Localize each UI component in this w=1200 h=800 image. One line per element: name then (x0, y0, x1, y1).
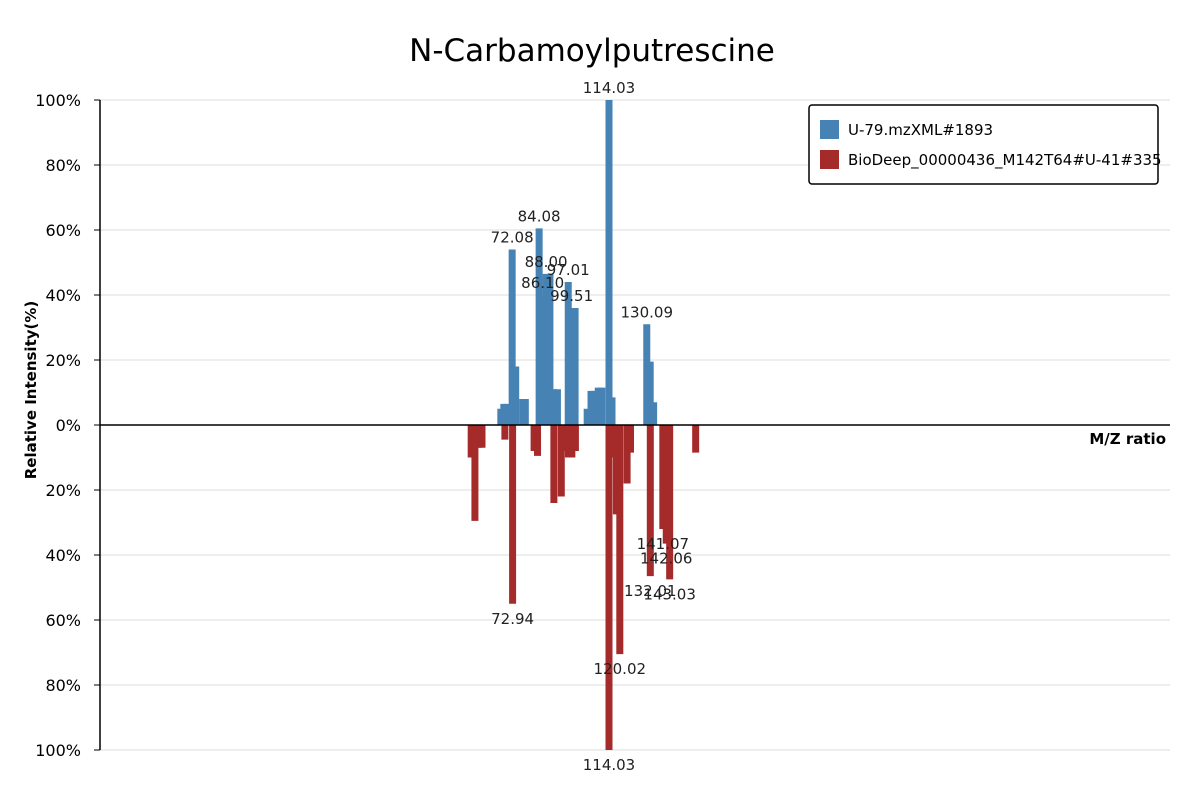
reference-peak-bar (550, 425, 558, 503)
query-peak-label: 72.08 (491, 229, 534, 247)
axes (99, 100, 1170, 750)
query-peak-bar (512, 366, 520, 425)
query-peak-label: 84.08 (518, 207, 561, 225)
reference-peak-bar (616, 425, 624, 655)
legend-box (808, 104, 1159, 185)
query-peak-label: 86.10 (521, 274, 564, 292)
grid-lines (100, 99, 1170, 751)
y-tick-label: 100% (35, 91, 81, 110)
y-tick-label: 60% (45, 611, 81, 630)
query-peak-label: 114.03 (583, 79, 636, 97)
legend-entry-reference: BioDeep_00000436_M142T64#U-41#335 (848, 151, 1162, 170)
y-tick-label: 80% (45, 676, 81, 695)
query-peak-bar (608, 397, 616, 425)
query-peak-bar (550, 389, 558, 425)
query-peak-bar (546, 273, 554, 425)
reference-peak-bar (474, 425, 482, 448)
query-peak-bar (646, 361, 654, 425)
query-peak-label: 99.51 (550, 287, 593, 305)
reference-peak-bar (666, 425, 674, 580)
reference-peak-bar (568, 425, 576, 458)
query-peak-bar (650, 402, 658, 425)
query-peak-label: 97.01 (547, 261, 590, 279)
reference-peak-label: 141.07 (637, 535, 690, 553)
y-tick-label: 40% (45, 286, 81, 305)
query-peak-bar (521, 399, 529, 425)
y-axis-label: Relative Intensity(%) (22, 301, 40, 480)
reference-peak-bar (609, 425, 617, 458)
reference-peak-bar (605, 425, 613, 750)
y-axis-ticks: 100% 80% 60% 40% 20% 0% 20% 40% 60% 80% 100% (35, 91, 100, 760)
query-peak-bar (542, 273, 550, 425)
reference-peak-label: 142.06 (640, 550, 693, 568)
y-tick-label: 20% (45, 351, 81, 370)
reference-peak-bar (534, 425, 542, 456)
query-peak-bar (598, 387, 606, 425)
reference-peak-bar (509, 425, 517, 604)
reference-peak-bar (646, 425, 654, 577)
query-peak-label: 130.09 (621, 303, 674, 321)
query-peak-bar (605, 100, 613, 425)
y-tick-label: 80% (45, 156, 81, 175)
spectrum-bars (467, 100, 700, 750)
reference-peak-bar (467, 425, 475, 458)
y-tick-label: 60% (45, 221, 81, 240)
reference-peak-label: 72.94 (491, 610, 534, 628)
query-peak-bar (583, 408, 591, 425)
legend-swatch-query (820, 120, 839, 139)
y-tick-label: 40% (45, 546, 81, 565)
query-peak-bar (503, 403, 511, 425)
query-peak-label: 88.00 (525, 253, 568, 271)
reference-peak-bar (501, 425, 509, 440)
reference-peak-bar (478, 425, 486, 448)
reference-peak-bar (627, 425, 635, 453)
x-axis-label: M/Z ratio (1089, 430, 1166, 448)
query-peak-bar (590, 390, 598, 425)
chart-title: N-Carbamoylputrescine (409, 33, 775, 69)
reference-peak-bar (571, 425, 579, 451)
query-peak-bar (535, 228, 543, 425)
query-peak-bar (594, 387, 602, 425)
reference-peak-label: 132.01 (624, 582, 677, 600)
legend-swatch-reference (820, 150, 839, 169)
reference-peak-bar (623, 425, 631, 484)
y-tick-label: 0% (56, 416, 81, 435)
query-peak-bar (553, 389, 561, 425)
reference-peak-bar (557, 425, 565, 497)
reference-peak-label: 120.02 (594, 660, 647, 678)
reference-peak-label: 143.03 (643, 585, 696, 603)
reference-peak-bar (471, 425, 479, 521)
legend: U-79.mzXML#1893 BioDeep_00000436_M142T64… (808, 104, 1162, 185)
y-tick-label: 100% (35, 741, 81, 760)
y-tick-label: 20% (45, 481, 81, 500)
query-peak-bar (508, 249, 516, 425)
reference-peak-bar (561, 425, 569, 451)
reference-peak-label: 114.03 (583, 756, 636, 774)
legend-entry-query: U-79.mzXML#1893 (848, 121, 993, 139)
reference-peak-bar (692, 425, 700, 453)
query-peak-bar (571, 308, 579, 425)
